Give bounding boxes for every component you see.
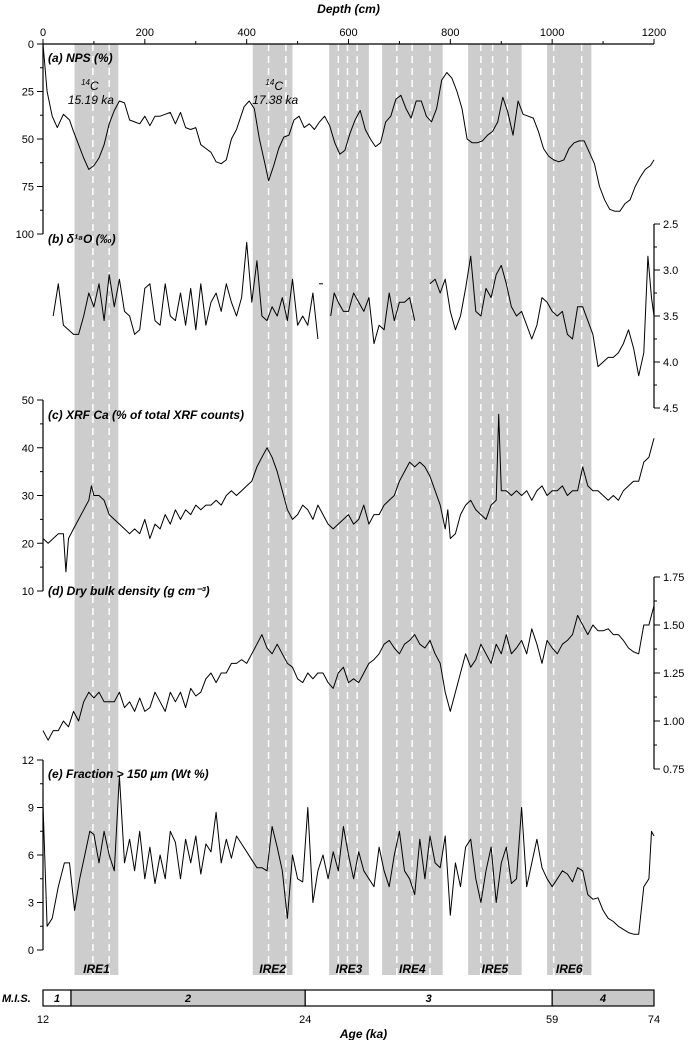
mis-stage-label: 2 [184,993,191,1005]
series-line [42,605,655,741]
y-tick-label: 50 [22,395,34,407]
ire-bands [74,44,592,975]
y-tick-label: 1.25 [663,668,684,680]
radiocarbon-age: 15.19 ka [68,93,114,107]
depth-tick-label: 1200 [642,27,666,39]
ire-band [252,44,293,975]
y-tick-label: 25 [22,87,34,99]
ire-band [382,44,443,975]
mis-stage-label: 4 [599,993,606,1005]
radiocarbon-isotope: 14C [81,78,99,93]
y-tick-label: 1.75 [663,572,684,584]
series-line [42,43,655,212]
y-tick-label: 9 [28,803,34,815]
depth-axis-title: Depth (cm) [317,2,380,16]
panel-label: (e) Fraction > 150 µm (Wt %) [48,767,209,781]
y-tick-label: 30 [22,491,34,503]
age-axis-title: Age (ka) [339,1027,387,1040]
ire-band [468,44,522,975]
y-tick-label: 1.50 [663,620,684,632]
y-tick-label: 40 [22,443,34,455]
y-tick-label: 6 [28,850,34,862]
y-tick-label: 12 [22,755,34,767]
y-tick-label: 50 [22,134,34,146]
y-tick-label: 3.0 [663,265,678,277]
series-line [330,292,416,345]
y-tick-label: 2.5 [663,219,678,231]
ire-label: IRE6 [556,962,583,976]
y-tick-label: 20 [22,538,34,550]
y-tick-label: 0.75 [663,764,684,776]
panel-label: (a) NPS (%) [48,51,113,65]
ire-label: IRE5 [482,962,509,976]
mis-stage [551,989,655,1007]
series-line [52,241,319,340]
ire-label: IRE1 [83,962,110,976]
depth-tick-label: 800 [441,27,459,39]
y-tick-label: 4.0 [663,357,678,369]
series-line [42,413,655,573]
age-tick-label: 24 [299,1014,311,1026]
labels: IRE1 IRE2 IRE3 IRE4 IRE5 IRE6 (a) NPS (%) (b) δ… [2,51,660,1040]
mis-title: M.I.S. [2,993,31,1005]
y-tick-label: 4.5 [663,403,678,415]
mis-stage-label: 3 [426,993,432,1005]
radiocarbon-isotope: 14C [265,78,283,93]
y-tick-label: 1.00 [663,716,684,728]
series-line [42,775,655,935]
panel-label: (c) XRF Ca (% of total XRF counts) [48,408,244,422]
data-series [42,43,655,935]
ire-band [74,44,119,975]
panel-label: (d) Dry bulk density (g cm⁻³) [48,584,210,598]
depth-tick-label: 600 [339,27,357,39]
depth-tick-label: 200 [136,27,154,39]
age-tick-label: 74 [648,1014,660,1026]
y-tick-label: 0 [28,39,34,51]
ire-label: IRE4 [399,962,426,976]
age-tick-label: 12 [37,1014,49,1026]
panel-label: (b) δ¹⁸O (‰) [48,232,116,246]
mis-stage-label: 1 [54,993,60,1005]
ire-label: IRE2 [259,962,286,976]
series-line [429,255,655,377]
y-tick-label: 10 [22,586,34,598]
y-tick-label: 3.5 [663,311,678,323]
y-tick-label: 100 [16,229,34,241]
ire-band [547,44,592,975]
age-tick-label: 59 [546,1014,558,1026]
ire-band [329,44,369,975]
y-tick-label: 0 [28,945,34,957]
radiocarbon-age: 17.38 ka [252,93,298,107]
depth-tick-label: 0 [40,27,46,39]
depth-tick-label: 400 [237,27,255,39]
depth-tick-label: 1000 [540,27,564,39]
y-tick-label: 3 [28,898,34,910]
y-tick-label: 75 [22,182,34,194]
ire-label: IRE3 [336,962,363,976]
